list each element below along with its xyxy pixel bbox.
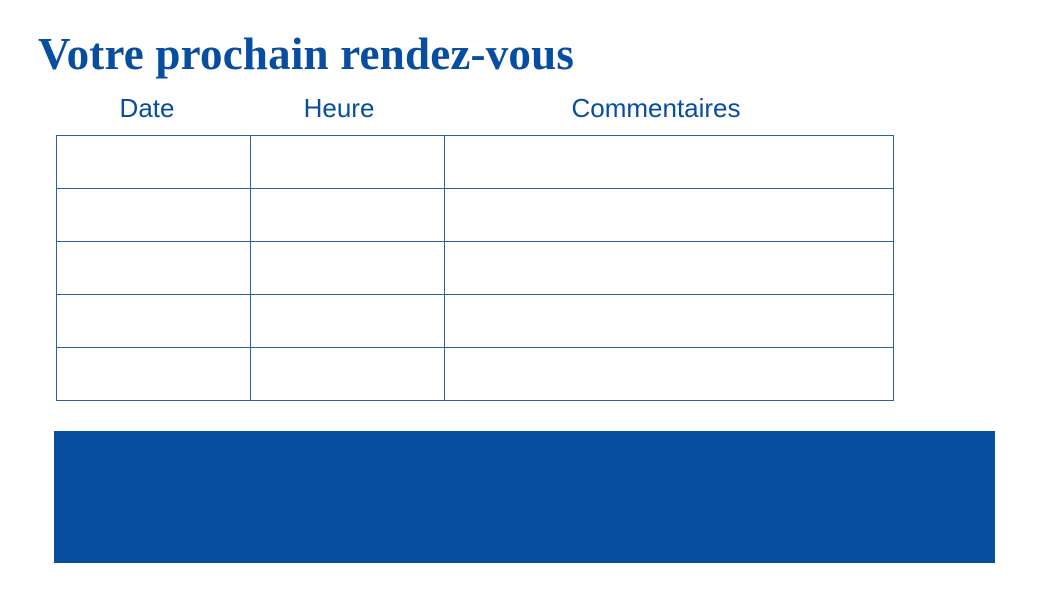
- date-cell[interactable]: [56, 188, 251, 242]
- page-title: Votre prochain rendez-vous: [38, 29, 575, 79]
- heure-cell[interactable]: [250, 188, 445, 242]
- commentaires-cell[interactable]: [444, 347, 894, 401]
- column-header-heure: Heure: [303, 93, 375, 123]
- commentaires-cell[interactable]: [444, 188, 894, 242]
- table-row: [56, 294, 894, 348]
- blue-banner: [54, 431, 995, 563]
- heure-cell[interactable]: [250, 347, 445, 401]
- table-row: [56, 347, 894, 401]
- date-cell[interactable]: [56, 294, 251, 348]
- table-row: [56, 188, 894, 242]
- commentaires-cell[interactable]: [444, 294, 894, 348]
- date-cell[interactable]: [56, 241, 251, 295]
- heure-cell[interactable]: [250, 135, 445, 189]
- heure-cell[interactable]: [250, 294, 445, 348]
- table-row: [56, 135, 894, 189]
- heure-cell[interactable]: [250, 241, 445, 295]
- date-cell[interactable]: [56, 347, 251, 401]
- table-row: [56, 241, 894, 295]
- appointment-table: [56, 135, 894, 401]
- column-header-commentaires: Commentaires: [571, 93, 741, 123]
- commentaires-cell[interactable]: [444, 135, 894, 189]
- date-cell[interactable]: [56, 135, 251, 189]
- commentaires-cell[interactable]: [444, 241, 894, 295]
- column-header-date: Date: [119, 93, 175, 123]
